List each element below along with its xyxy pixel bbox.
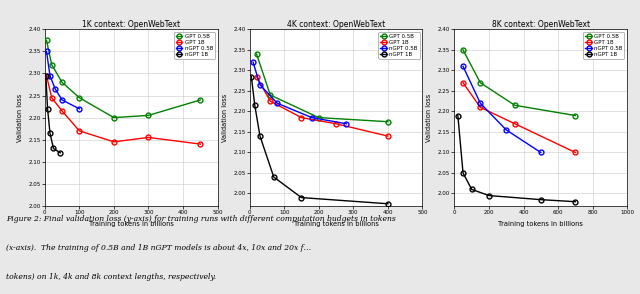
Y-axis label: Validation loss: Validation loss — [17, 93, 23, 142]
X-axis label: Training tokens in billions: Training tokens in billions — [294, 220, 378, 226]
Title: 8K context: OpenWebText: 8K context: OpenWebText — [492, 20, 590, 29]
Title: 1K context: OpenWebText: 1K context: OpenWebText — [82, 20, 180, 29]
Legend: GPT 0.5B, GPT 1B, nGPT 0.5B, nGPT 1B: GPT 0.5B, GPT 1B, nGPT 0.5B, nGPT 1B — [583, 32, 625, 59]
Legend: GPT 0.5B, GPT 1B, nGPT 0.5B, nGPT 1B: GPT 0.5B, GPT 1B, nGPT 0.5B, nGPT 1B — [378, 32, 420, 59]
Text: (x-axis).  The training of 0.5B and 1B nGPT models is about 4x, 10x and 20x f…: (x-axis). The training of 0.5B and 1B nG… — [6, 244, 312, 252]
Y-axis label: Validation loss: Validation loss — [426, 93, 433, 142]
Y-axis label: Validation loss: Validation loss — [221, 93, 228, 142]
X-axis label: Training tokens in billions: Training tokens in billions — [499, 220, 583, 226]
X-axis label: Training tokens in billions: Training tokens in billions — [89, 220, 173, 226]
Text: Figure 2: Final validation loss (y-axis) for training runs with different comput: Figure 2: Final validation loss (y-axis)… — [6, 215, 396, 223]
Legend: GPT 0.5B, GPT 1B, nGPT 0.5B, nGPT 1B: GPT 0.5B, GPT 1B, nGPT 0.5B, nGPT 1B — [173, 32, 215, 59]
Text: tokens) on 1k, 4k and 8k context lengths, respectively.: tokens) on 1k, 4k and 8k context lengths… — [6, 273, 216, 281]
Title: 4K context: OpenWebText: 4K context: OpenWebText — [287, 20, 385, 29]
